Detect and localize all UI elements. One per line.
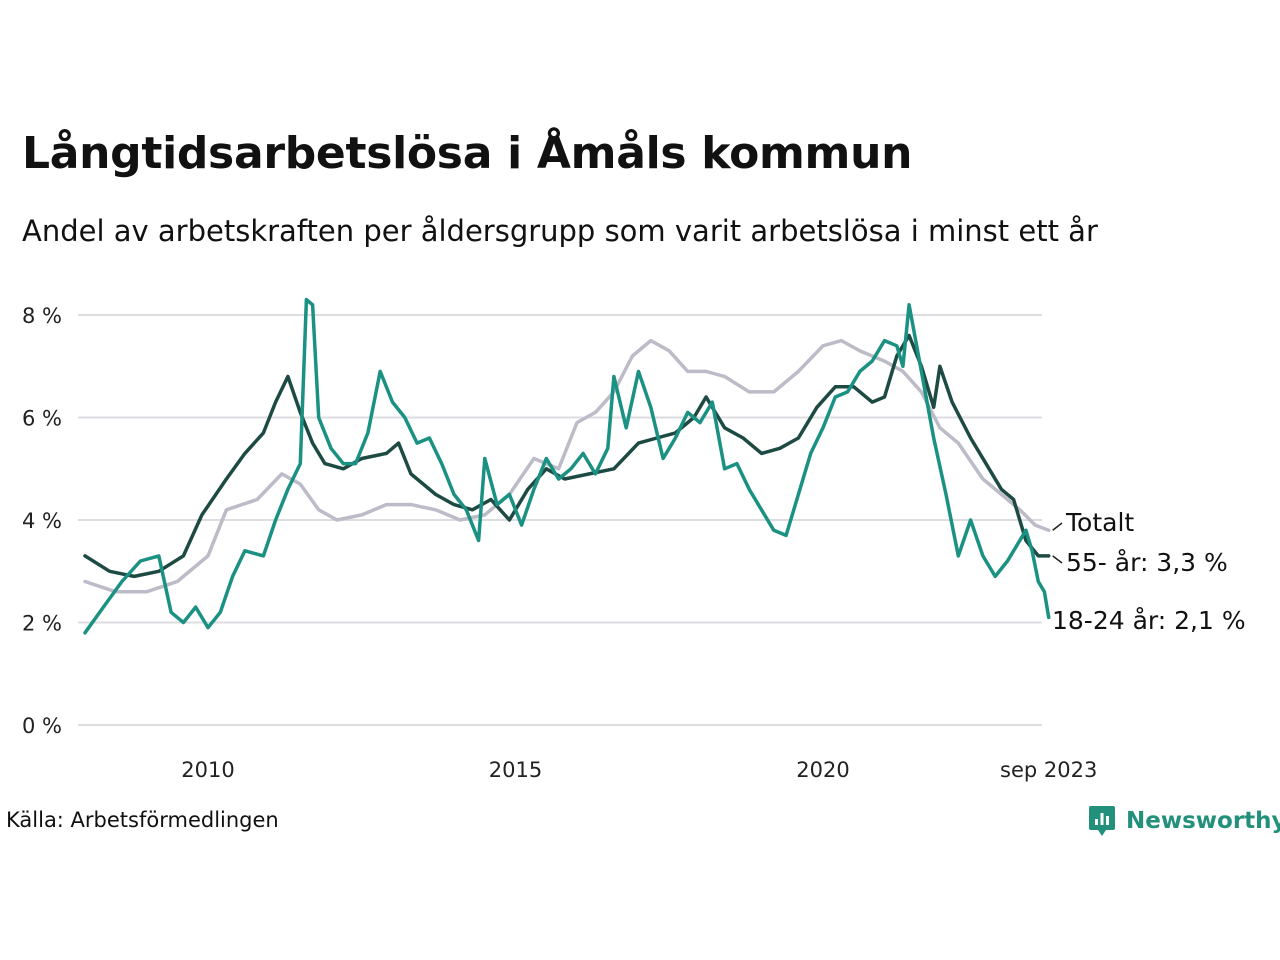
brand-name: Newsworthy <box>1126 808 1280 834</box>
end-label-leader <box>1052 522 1063 531</box>
y-tick-label: 2 % <box>22 612 62 636</box>
y-tick-label: 4 % <box>22 509 62 533</box>
chart-title: Långtidsarbetslösa i Åmåls kommun <box>22 128 913 179</box>
x-tick-label: 2015 <box>489 758 542 782</box>
grid-lines <box>78 314 1042 726</box>
source-note: Källa: Arbetsförmedlingen <box>6 808 279 832</box>
x-axis-labels: 2010 2015 2020 sep 2023 <box>181 758 1097 782</box>
y-tick-label: 6 % <box>22 407 62 431</box>
series-line-55-år <box>83 333 1051 579</box>
x-tick-label: 2020 <box>796 758 849 782</box>
end-label-55-år: 55- år: 3,3 % <box>1066 548 1228 577</box>
chart-subtitle: Andel av arbetskraften per åldersgrupp s… <box>22 214 1098 248</box>
end-label-leader <box>1052 555 1063 564</box>
y-tick-label: 8 % <box>22 304 62 328</box>
series-lines <box>83 297 1051 635</box>
end-label-totalt: Totalt <box>1065 508 1134 537</box>
series-end-labels: Totalt 55- år: 3,3 % 18-24 år: 2,1 % <box>1052 508 1246 635</box>
newsworthy-icon <box>1089 806 1115 836</box>
y-axis-labels: 0 % 2 % 4 % 6 % 8 % <box>22 304 62 738</box>
y-tick-label: 0 % <box>22 714 62 738</box>
end-label-18-24-år: 18-24 år: 2,1 % <box>1052 606 1246 635</box>
series-line-totalt <box>83 338 1051 594</box>
x-tick-label: 2010 <box>181 758 234 782</box>
series-line-18-24-år <box>83 297 1051 635</box>
newsworthy-logo: Newsworthy <box>1088 804 1280 838</box>
x-tick-label: sep 2023 <box>1000 758 1097 782</box>
